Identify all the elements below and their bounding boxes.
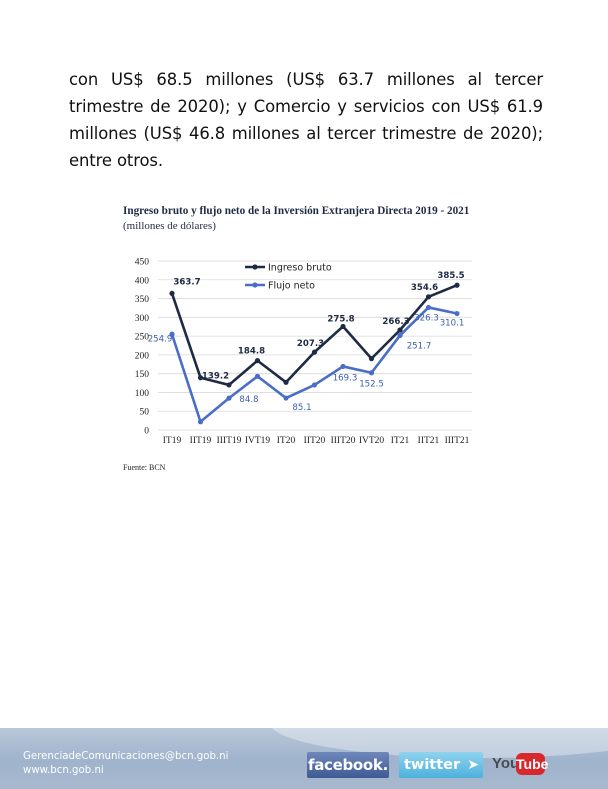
x-tick-label: IVT20 bbox=[359, 436, 385, 446]
youtube-tube-label: Tube bbox=[516, 753, 548, 775]
data-label: 84.8 bbox=[239, 395, 258, 405]
data-point bbox=[283, 379, 289, 385]
data-point bbox=[197, 419, 204, 425]
data-point bbox=[254, 357, 261, 364]
facebook-label: facebook. bbox=[307, 756, 389, 774]
twitter-icon[interactable]: twitter ➤ bbox=[399, 752, 483, 778]
legend-marker bbox=[252, 264, 258, 270]
youtube-icon[interactable]: You Tube bbox=[492, 752, 548, 778]
data-label: 310.1 bbox=[440, 319, 465, 329]
chart-subtitle: (millones de dólares) bbox=[123, 220, 216, 232]
data-label: 207.3 bbox=[297, 339, 324, 349]
x-tick-label: IT19 bbox=[163, 436, 182, 446]
data-point bbox=[368, 356, 375, 362]
data-point bbox=[311, 382, 318, 388]
data-label: 139.2 bbox=[202, 372, 229, 382]
data-point bbox=[226, 395, 232, 401]
data-point bbox=[283, 395, 289, 401]
data-point bbox=[397, 327, 403, 333]
data-point bbox=[311, 349, 318, 355]
y-tick-label: 450 bbox=[135, 258, 150, 268]
data-point bbox=[425, 304, 432, 311]
data-point bbox=[425, 294, 432, 300]
data-point bbox=[169, 331, 175, 337]
x-tick-label: IIT19 bbox=[190, 436, 212, 446]
x-tick-label: IIIT19 bbox=[217, 436, 242, 446]
youtube-you-label: You bbox=[492, 755, 520, 772]
chart-source: Fuente: BCN bbox=[123, 463, 166, 472]
data-point bbox=[226, 382, 232, 388]
footer-email[interactable]: GerenciadeComunicaciones@bcn.gob.ni bbox=[23, 751, 229, 762]
data-label: 354.6 bbox=[411, 283, 438, 293]
data-point bbox=[169, 290, 175, 297]
data-label: 169.3 bbox=[333, 373, 358, 383]
twitter-bird-icon: ➤ bbox=[467, 757, 479, 773]
y-tick-label: 200 bbox=[135, 351, 150, 361]
data-point bbox=[197, 375, 204, 381]
series-line-ingreso-bruto bbox=[170, 284, 458, 387]
legend-marker bbox=[252, 282, 258, 288]
y-tick-label: 0 bbox=[144, 427, 149, 437]
data-point bbox=[454, 310, 460, 317]
facebook-icon[interactable]: facebook. bbox=[307, 752, 389, 778]
data-point bbox=[454, 282, 460, 288]
legend-label: Ingreso bruto bbox=[268, 263, 332, 274]
twitter-label: twitter bbox=[404, 757, 461, 773]
data-label: 251.7 bbox=[407, 341, 432, 351]
x-tick-label: IIT20 bbox=[304, 436, 326, 446]
x-tick-label: IT21 bbox=[391, 436, 410, 446]
data-label: 254.9 bbox=[148, 334, 173, 344]
footer-website[interactable]: www.bcn.gob.ni bbox=[23, 765, 104, 776]
y-tick-label: 100 bbox=[135, 389, 150, 399]
y-tick-label: 50 bbox=[140, 408, 150, 418]
data-label: 326.3 bbox=[414, 313, 439, 323]
x-tick-label: IIIT21 bbox=[445, 436, 470, 446]
data-label: 184.8 bbox=[238, 347, 265, 357]
line-chart: 0 50 100 150 200 250 300 350 400 450 IT19 IIT19 IIIT… bbox=[135, 258, 472, 446]
chart-title: Ingreso bruto y flujo neto de la Inversi… bbox=[123, 205, 470, 217]
data-point bbox=[340, 363, 346, 370]
y-tick-label: 150 bbox=[135, 370, 150, 380]
x-tick-label: IT20 bbox=[277, 436, 296, 446]
data-point bbox=[254, 373, 261, 379]
data-label: 152.5 bbox=[359, 380, 384, 390]
y-tick-label: 400 bbox=[135, 276, 150, 286]
y-tick-label: 250 bbox=[135, 333, 150, 343]
data-label: 266.3 bbox=[382, 317, 409, 327]
data-label: 385.5 bbox=[437, 271, 464, 281]
y-tick-label: 350 bbox=[135, 295, 150, 305]
x-tick-label: IIIT20 bbox=[331, 436, 356, 446]
legend-label: Flujo neto bbox=[268, 281, 315, 292]
data-label: 275.8 bbox=[327, 314, 354, 324]
data-label: 85.1 bbox=[292, 403, 311, 413]
body-paragraph: con US$ 68.5 millones (US$ 63.7 millones… bbox=[69, 70, 543, 170]
data-point bbox=[397, 332, 403, 339]
data-label: 363.7 bbox=[173, 277, 200, 287]
series-line-flujo-neto bbox=[170, 306, 458, 424]
y-tick-label: 300 bbox=[135, 314, 150, 324]
data-point bbox=[368, 370, 375, 376]
x-tick-label: IVT19 bbox=[245, 436, 271, 446]
x-tick-label: IIT21 bbox=[418, 436, 440, 446]
data-point bbox=[340, 323, 346, 330]
